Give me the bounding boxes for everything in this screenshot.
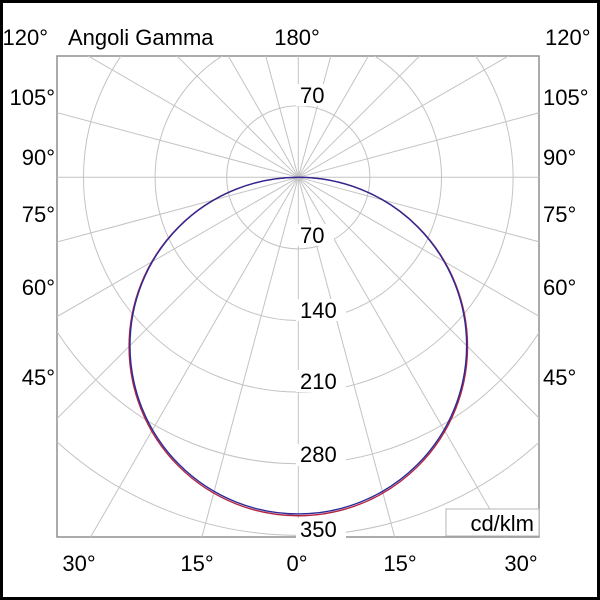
gamma-label-top-center-180: 180°: [274, 25, 320, 50]
grid-ray-345deg: [201, 177, 299, 537]
grid-ray-240deg: [87, 56, 299, 178]
grid-ray-150deg: [297, 56, 369, 178]
radial-tick-70: 70: [300, 223, 324, 248]
gamma-label-bottom-15-left: 15°: [180, 551, 213, 576]
radial-tick-labels: 70 70 140 210 280 350 cd/klm: [300, 83, 534, 542]
gamma-label-left-90: 90°: [22, 145, 55, 170]
grid-ray-105deg: [298, 112, 539, 178]
grid-ray-300deg: [57, 176, 299, 318]
grid-circle-210: [83, 56, 514, 393]
grid-ray-120deg: [298, 56, 510, 178]
gamma-label-top-left-120: 120°: [2, 25, 48, 50]
grid-ray-165deg: [297, 56, 332, 178]
grid-ray-330deg: [90, 177, 299, 537]
gamma-label-bottom-15-right: 15°: [383, 551, 416, 576]
gamma-labels-right: 105° 90° 75° 60° 45°: [543, 85, 589, 390]
grid-ray-15deg: [297, 177, 396, 537]
gamma-label-left-105: 105°: [9, 85, 55, 110]
gamma-label-bottom-30-right: 30°: [504, 551, 537, 576]
radial-tick-350: 350: [300, 517, 337, 542]
grid-ray-255deg: [57, 112, 299, 178]
gamma-label-right-75: 75°: [543, 202, 576, 227]
chart-title: Angoli Gamma: [68, 25, 214, 50]
gamma-label-right-45: 45°: [543, 365, 576, 390]
top-labels: 120° Angoli Gamma 180° 120°: [2, 25, 590, 50]
gamma-labels-bottom: 30° 15° 0° 15° 30°: [62, 551, 537, 576]
gamma-labels-left: 105° 90° 75° 60° 45°: [9, 85, 55, 390]
gamma-label-left-60: 60°: [22, 275, 55, 300]
intensity-curve-layer: [128, 176, 469, 517]
grid-ray-195deg: [265, 56, 299, 178]
grid-ray-315deg: [57, 176, 299, 420]
gamma-label-left-75: 75°: [22, 202, 55, 227]
gamma-label-right-105: 105°: [543, 85, 589, 110]
gamma-label-left-45: 45°: [22, 365, 55, 390]
grid-ray-60deg: [298, 176, 539, 317]
gamma-label-bottom-30-left: 30°: [62, 551, 95, 576]
grid-ray-225deg: [176, 56, 299, 178]
radial-tick-280: 280: [300, 442, 337, 467]
grid-ray-135deg: [297, 56, 421, 178]
radial-label-backplates: [296, 84, 540, 540]
radial-tick-140: 140: [300, 298, 337, 323]
intensity-curve-c0: [129, 176, 468, 515]
radial-tick-70-upper: 70: [300, 83, 324, 108]
gamma-label-right-60: 60°: [543, 275, 576, 300]
gamma-label-right-90: 90°: [543, 145, 576, 170]
unit-label-backplate: [445, 508, 540, 537]
grid-ray-210deg: [227, 56, 299, 178]
grid-ray-30deg: [297, 177, 507, 537]
radial-tick-210: 210: [300, 369, 337, 394]
gamma-label-top-right-120: 120°: [545, 25, 591, 50]
gamma-label-bottom-0: 0°: [286, 551, 307, 576]
grid-ray-285deg: [57, 176, 299, 243]
grid-ray-45deg: [297, 176, 539, 419]
grid-ray-75deg: [298, 176, 539, 243]
unit-label: cd/klm: [470, 511, 534, 536]
